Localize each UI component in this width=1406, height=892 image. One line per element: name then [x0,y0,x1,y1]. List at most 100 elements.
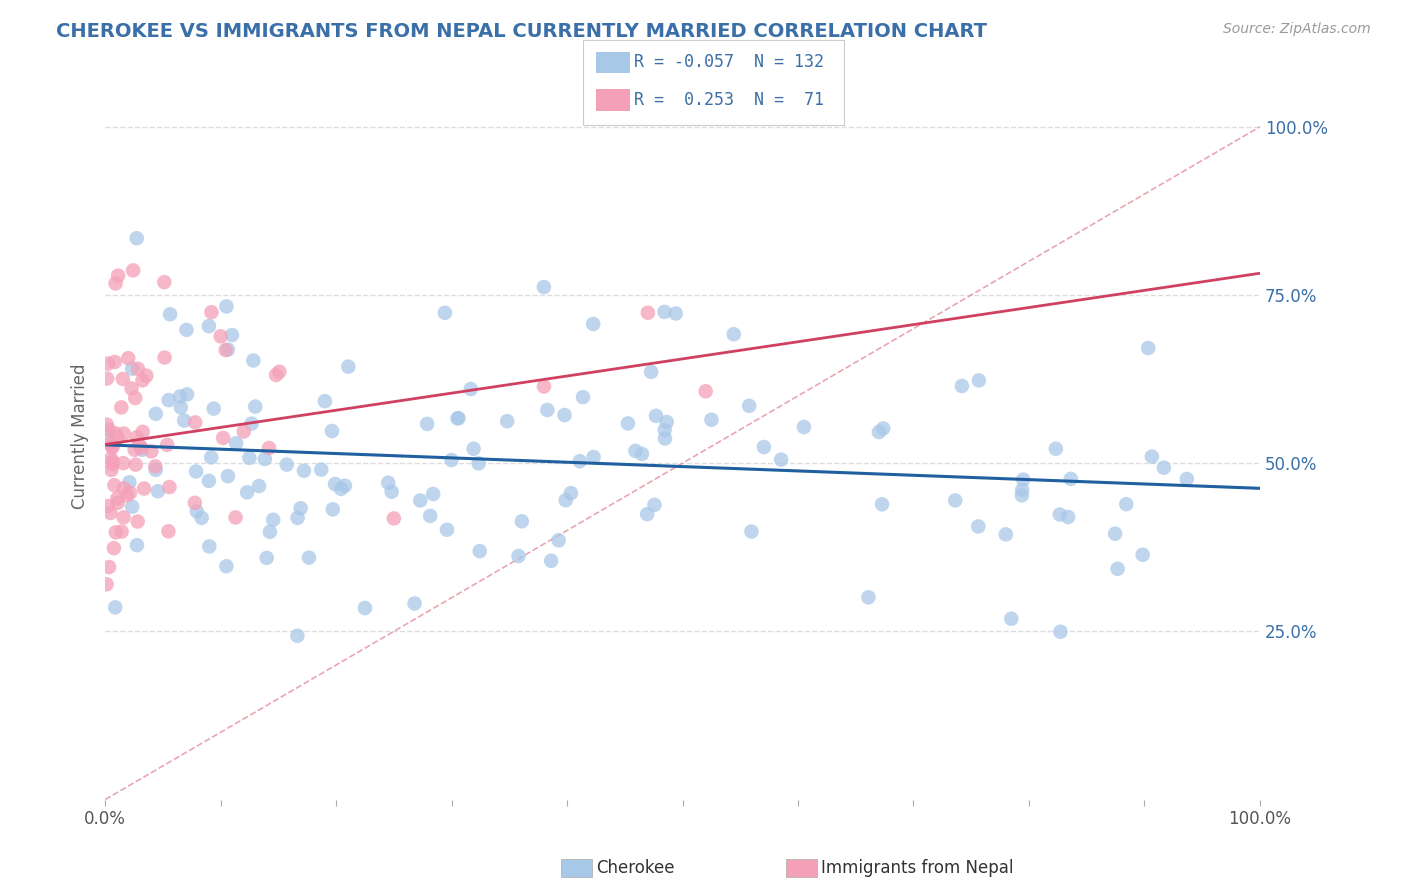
Point [695,384,717,399]
Point [217,343,239,357]
Point [436,523,458,537]
Point [264,368,287,382]
Point [190,511,212,525]
Point [121,382,143,396]
Point [740,524,762,539]
Point [103,478,125,492]
Point [738,399,761,413]
Point [225,436,247,450]
Point [256,550,278,565]
Point [752,440,775,454]
Point [572,390,595,404]
Point [467,456,489,470]
Point [1011,488,1033,502]
Point [496,414,519,428]
Text: R =  0.253  N =  71: R = 0.253 N = 71 [634,91,824,109]
Point [1049,624,1071,639]
Point [770,452,793,467]
Point [290,501,312,516]
Point [186,504,208,518]
Point [107,268,129,283]
Point [118,475,141,490]
Point [292,464,315,478]
Point [440,453,463,467]
Point [101,440,124,454]
Point [655,415,678,429]
Point [101,457,124,471]
Point [298,550,321,565]
Point [460,382,482,396]
Point [463,442,485,456]
Point [287,629,309,643]
Point [533,379,555,393]
Point [554,493,576,508]
Point [129,441,152,455]
Point [582,317,605,331]
Point [120,486,142,500]
Point [1115,497,1137,511]
Point [446,411,468,425]
Point [198,540,221,554]
Point [337,359,360,374]
Point [269,365,291,379]
Point [176,387,198,401]
Point [157,393,180,408]
Point [104,600,127,615]
Point [654,423,676,437]
Point [377,475,399,490]
Point [333,479,356,493]
Point [100,451,122,466]
Point [111,372,134,386]
Point [242,353,264,368]
Point [253,452,276,467]
Point [110,524,132,539]
Point [103,541,125,556]
Point [547,533,569,548]
Point [468,544,491,558]
Point [943,493,966,508]
Point [198,319,221,334]
Point [145,463,167,477]
Point [232,425,254,439]
Point [135,368,157,383]
Point [321,424,343,438]
Point [636,507,658,521]
Point [125,231,148,245]
Point [215,299,238,313]
Point [1012,473,1035,487]
Point [184,465,207,479]
Point [637,306,659,320]
Point [132,482,155,496]
Point [217,469,239,483]
Point [215,343,238,357]
Point [236,485,259,500]
Point [97,499,120,513]
Point [209,329,232,343]
Point [723,327,745,342]
Point [433,306,456,320]
Point [131,373,153,387]
Text: CHEROKEE VS IMMIGRANTS FROM NEPAL CURRENTLY MARRIED CORRELATION CHART: CHEROKEE VS IMMIGRANTS FROM NEPAL CURREN… [56,22,987,41]
Point [96,417,118,432]
Point [98,560,121,574]
Point [624,443,647,458]
Point [447,411,470,425]
Point [143,459,166,474]
Point [858,591,880,605]
Point [170,401,193,415]
Point [1011,483,1033,497]
Point [215,559,238,574]
Point [212,431,235,445]
Text: R = -0.057  N = 132: R = -0.057 N = 132 [634,54,824,71]
Text: Source: ZipAtlas.com: Source: ZipAtlas.com [1223,22,1371,37]
Point [121,361,143,376]
Point [200,450,222,465]
Point [1045,442,1067,456]
Point [101,440,124,454]
Point [128,439,150,453]
Point [117,351,139,366]
Point [950,379,973,393]
Point [540,554,562,568]
Point [115,488,138,502]
Point [967,519,990,533]
